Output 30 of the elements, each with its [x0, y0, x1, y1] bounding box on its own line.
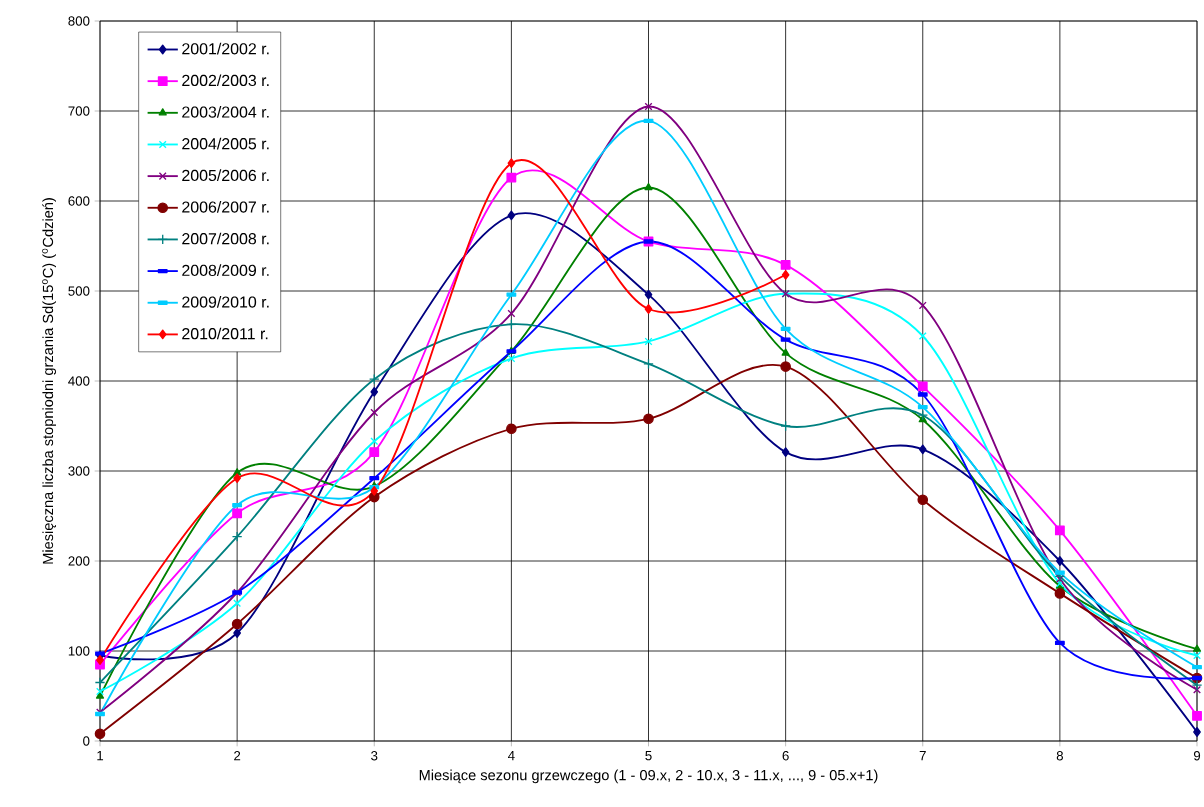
y-axis-title: Miesięczna liczba stopniodni grzania Sd(15$^{o}$C) ($^{o}$Cdzień) [42, 198, 57, 564]
x-tick-label: 7 [919, 751, 926, 761]
x-axis-title: Miesiące sezonu grzewczego (1 - 09.x, 2 - 10.x, 3 - 11.x, ..., 9 - 05.x+1) [419, 769, 878, 784]
legend-label: 2010/2011 r. [182, 327, 268, 340]
legend-label: 2004/2005 r. [182, 137, 269, 150]
legend-label: 2002/2003 r. [182, 74, 269, 87]
y-tick-label: 500 [68, 286, 90, 296]
x-tick-label: 5 [645, 751, 652, 761]
legend-label: 2003/2004 r. [182, 106, 269, 118]
y-tick-label: 100 [68, 646, 90, 656]
legend-label: 2006/2007 r. [182, 201, 269, 213]
legend-label: 2005/2006 r. [182, 169, 269, 182]
y-tick-label: 700 [68, 106, 90, 116]
x-tick-label: 4 [508, 751, 515, 761]
y-tick-label: 800 [68, 16, 90, 26]
x-tick-label: 8 [1056, 751, 1063, 761]
x-tick-label: 6 [782, 751, 789, 761]
y-tick-label: 400 [68, 376, 90, 386]
y-tick-label: 300 [68, 466, 90, 476]
legend-label: 2007/2008 r. [182, 232, 269, 245]
x-tick-label: 9 [1193, 751, 1201, 761]
legend-label: 2009/2010 r. [182, 295, 269, 308]
legend-label: 2001/2002 r. [182, 42, 269, 55]
x-tick-label: 1 [97, 751, 104, 761]
x-tick-label: 3 [371, 751, 378, 761]
y-tick-label: 600 [68, 196, 90, 206]
legend-label: 2008/2009 r. [182, 264, 269, 277]
x-tick-label: 2 [234, 751, 241, 761]
y-tick-label: 0 [83, 736, 90, 746]
y-tick-label: 200 [68, 556, 90, 566]
